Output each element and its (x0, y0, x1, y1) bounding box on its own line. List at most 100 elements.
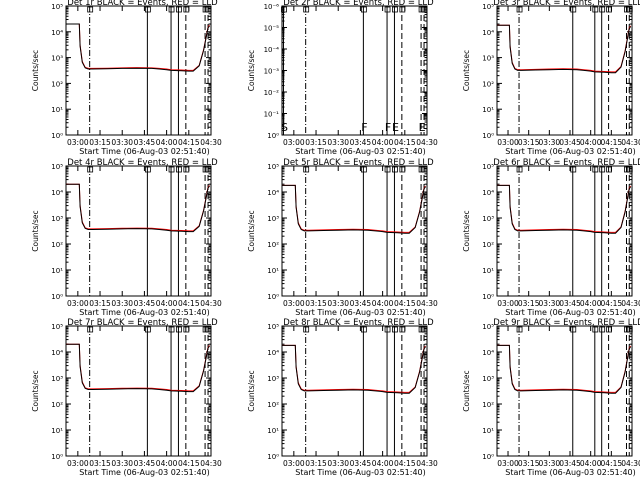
x-tick-label: 03:30 (111, 459, 133, 468)
x-tick-label: 04:00 (580, 459, 602, 468)
y-tick-label: 10³ (482, 375, 494, 383)
panel-title: Det 7r BLACK = Events, RED = LLD (67, 318, 218, 328)
series-line-lld (282, 344, 426, 393)
x-tick-label: 03:45 (559, 138, 581, 147)
x-tick-label: 03:30 (327, 299, 349, 308)
plot-frame (496, 325, 633, 457)
x-tick-label: 03:00 (283, 138, 305, 147)
x-tick-label: 04:30 (200, 459, 222, 468)
x-tick-label: 03:00 (283, 299, 305, 308)
x-tick-label: 04:00 (372, 299, 394, 308)
marker-flag (399, 166, 406, 173)
marker-flag (599, 326, 606, 333)
x-tick-label: 04:30 (200, 138, 222, 147)
marker-flag (144, 166, 151, 173)
y-tick-label: 10² (482, 80, 494, 88)
x-tick-label: 04:30 (621, 299, 640, 308)
y-tick-label: 10⁵ (267, 323, 279, 331)
plot-frame (65, 5, 212, 136)
x-tick-label: 03:00 (67, 138, 89, 147)
series-line-events (497, 344, 632, 394)
series-line-lld (497, 184, 632, 233)
y-tick-label: 10⁰ (482, 453, 494, 461)
x-tick-label: 03:15 (89, 138, 111, 147)
x-tick-label: 04:15 (601, 299, 623, 308)
y-tick-label: 10⁰ (267, 293, 279, 301)
marker-flag (392, 166, 398, 173)
y-tick-label: 10⁵ (51, 3, 63, 11)
x-tick-label: 04:15 (178, 299, 200, 308)
series-line-events (282, 184, 426, 234)
marker-label: F (385, 121, 391, 134)
series-line-events (497, 184, 632, 234)
marker-flag (384, 166, 391, 173)
marker-flag (87, 166, 94, 173)
plot-frame (496, 165, 633, 297)
marker-flag (168, 6, 175, 13)
marker-flag (384, 6, 391, 13)
series-line-events (497, 24, 632, 74)
y-tick-label: 10² (482, 241, 494, 249)
x-tick-label: 03:30 (539, 299, 561, 308)
y-tick-label: 10⁵ (51, 323, 63, 331)
x-tick-label: 03:30 (539, 138, 561, 147)
plot-frame (281, 165, 428, 297)
x-tick-label: 03:15 (305, 459, 327, 468)
panel-title: Det 6r BLACK = Events, RED = LLD (493, 158, 640, 168)
marker-flag (626, 166, 633, 173)
y-tick-label: 10⁴ (482, 349, 494, 357)
y-tick-label: 10² (51, 80, 63, 88)
panel-det-8: Det 8r BLACK = Events, RED = LLD 10⁰ 10¹ 10… (247, 318, 438, 477)
marker-flag (570, 166, 577, 173)
x-tick-label: 03:00 (497, 459, 519, 468)
marker-flag (205, 326, 212, 333)
y-tick-label: 10⁴ (51, 349, 63, 357)
x-axis-label: Start Time (06-Aug-03 02:51:40) (505, 147, 636, 156)
y-axis-label: Counts/sec (462, 50, 471, 91)
panel-det-1: Det 1r BLACK = Events, RED = LLD 10⁰ 10¹ 10… (31, 0, 222, 156)
series-line-lld (497, 24, 632, 73)
plot-frame (65, 325, 212, 457)
y-tick-label: 10⁰ (51, 293, 63, 301)
marker-flag (281, 6, 287, 13)
series-line-lld (497, 344, 632, 393)
panel-det-2: Det 2r BLACK = Events, RED = LLD 10⁰ 10⁻¹ 1… (247, 0, 438, 156)
y-tick-label: 10¹ (51, 427, 63, 435)
x-tick-label: 03:15 (518, 138, 540, 147)
y-tick-label: 10³ (51, 55, 63, 63)
x-tick-label: 03:15 (305, 299, 327, 308)
plot-frame (281, 325, 428, 457)
panel-det-7: Det 7r BLACK = Events, RED = LLD 10⁰ 10¹ 10… (31, 318, 222, 477)
panel-title: Det 3r BLACK = Events, RED = LLD (493, 0, 640, 8)
marker-flag (303, 6, 310, 13)
y-axis-label: Counts/sec (247, 50, 256, 91)
plot-frame (281, 5, 428, 136)
y-tick-label: 10³ (267, 375, 279, 383)
marker-flag (570, 326, 577, 333)
series-line-lld (66, 23, 210, 71)
x-axis-label: Start Time (06-Aug-03 02:51:40) (79, 308, 210, 317)
panel-det-6: Det 6r BLACK = Events, RED = LLD 10⁰ 10¹ 10… (462, 158, 640, 317)
marker-label: F (361, 121, 367, 134)
x-tick-label: 04:15 (178, 138, 200, 147)
x-tick-label: 03:45 (350, 138, 372, 147)
marker-flag (516, 6, 523, 13)
marker-flag (360, 326, 367, 333)
y-tick-label: 10⁴ (482, 189, 494, 197)
x-tick-label: 04:30 (200, 299, 222, 308)
x-tick-label: 04:15 (601, 138, 623, 147)
plot-frame (65, 165, 212, 297)
x-tick-label: 03:00 (67, 299, 89, 308)
panel-det-9: Det 9r BLACK = Events, RED = LLD 10⁰ 10¹ 10… (462, 318, 640, 477)
y-tick-label: 10¹ (51, 267, 63, 275)
x-tick-label: 03:30 (111, 299, 133, 308)
marker-flag (176, 166, 182, 173)
y-tick-label: 10⁰ (482, 293, 494, 301)
x-axis-label: Start Time (06-Aug-03 02:51:40) (295, 147, 426, 156)
x-tick-label: 04:15 (394, 459, 416, 468)
x-tick-label: 04:30 (621, 459, 640, 468)
panel-det-3: Det 3r BLACK = Events, RED = LLD 10⁰ 10¹ 10… (462, 0, 640, 156)
y-tick-label: 10² (267, 401, 279, 409)
y-tick-label: 10⁻³ (264, 68, 280, 76)
